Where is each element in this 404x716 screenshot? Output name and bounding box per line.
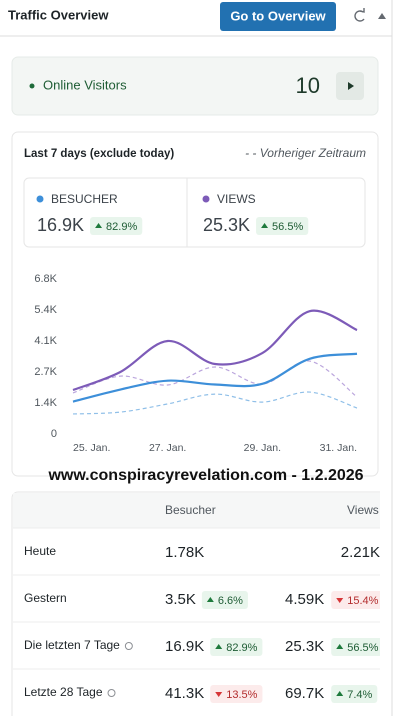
change-value: 82.9% <box>226 642 257 654</box>
change-badge <box>90 217 143 235</box>
series-line <box>72 309 358 392</box>
watermark: www.conspiracyrevelation.com - 1.2.2026 <box>47 467 363 484</box>
series-line <box>72 352 358 403</box>
x-tick-label: 27. Jan. <box>149 442 186 454</box>
views-value: 69.7K <box>285 685 324 702</box>
change-value: 82.9% <box>106 221 137 233</box>
views-value: 25.3K <box>285 638 324 655</box>
change-badge <box>256 217 309 235</box>
online-label: Online Visitors <box>43 77 127 92</box>
table-card <box>11 491 380 716</box>
up-arrow <box>206 597 214 602</box>
legend-dot <box>36 195 44 203</box>
y-tick-label: 5.4K <box>34 304 57 316</box>
x-tick-label: 25. Jan. <box>73 442 110 454</box>
change-value: 56.5% <box>272 221 303 233</box>
y-tick-label: 0 <box>51 428 57 440</box>
besucher-value: 16.9K <box>165 638 204 655</box>
y-tick-label: 1.4K <box>34 397 57 409</box>
online-count: 10 <box>296 73 320 98</box>
row-label: Gestern <box>24 591 67 605</box>
overview-button[interactable] <box>220 2 336 31</box>
stat-value: 25.3K <box>203 215 250 235</box>
up-arrow <box>261 223 269 228</box>
refresh-icon[interactable] <box>354 8 365 22</box>
change-badge <box>210 685 263 703</box>
legend-label: VIEWS <box>217 192 256 206</box>
online-dot <box>29 83 35 89</box>
stat-value: 16.9K <box>37 215 84 235</box>
down-arrow <box>336 598 344 603</box>
stats-box <box>23 177 366 248</box>
x-tick-label: 31. Jan. <box>320 442 357 454</box>
period-label: Last 7 days (exclude today) <box>24 148 174 160</box>
row-label: Letzte 28 Tage <box>24 685 103 699</box>
up-arrow <box>336 691 344 696</box>
legend-label: BESUCHER <box>51 192 118 206</box>
change-value: 56.5% <box>347 642 378 654</box>
down-arrow <box>215 692 223 697</box>
row-label: Heute <box>24 544 56 558</box>
change-value: 15.4% <box>347 595 378 607</box>
change-badge <box>331 685 378 703</box>
info-icon <box>124 642 133 650</box>
up-arrow <box>215 644 223 649</box>
change-value: 6.6% <box>218 595 243 607</box>
up-arrow <box>95 223 103 228</box>
widget-title: Traffic Overview <box>8 7 109 22</box>
views-value: 4.59K <box>285 591 324 608</box>
row-label: Die letzten 7 Tage <box>24 638 120 652</box>
x-tick-label: 29. Jan. <box>244 442 281 454</box>
column-header: Views <box>347 503 379 517</box>
collapse-icon[interactable] <box>378 13 386 19</box>
besucher-value: 1.78K <box>165 544 204 561</box>
previous-line <box>72 391 358 415</box>
overview-button-label[interactable]: Go to Overview <box>230 8 326 23</box>
legend-dot <box>202 195 210 203</box>
views-value: 2.21K <box>341 544 380 561</box>
online-box <box>11 56 379 116</box>
change-value: 13.5% <box>226 689 257 701</box>
previous-line <box>72 360 358 398</box>
besucher-value: 3.5K <box>165 591 196 608</box>
change-badge <box>210 638 263 656</box>
y-tick-label: 4.1K <box>34 335 57 347</box>
column-header: Besucher <box>165 503 216 517</box>
change-badge <box>331 591 380 609</box>
y-tick-label: 2.7K <box>34 366 57 378</box>
play-icon[interactable] <box>348 82 354 90</box>
besucher-value: 41.3K <box>165 685 204 702</box>
previous-legend: - - Vorheriger Zeitraum <box>245 146 366 160</box>
change-badge <box>331 638 380 656</box>
up-arrow <box>336 644 344 649</box>
info-icon <box>107 689 116 697</box>
table-header <box>13 493 380 528</box>
y-tick-label: 6.8K <box>34 273 57 285</box>
change-badge <box>201 591 248 609</box>
change-value: 7.4% <box>347 689 372 701</box>
